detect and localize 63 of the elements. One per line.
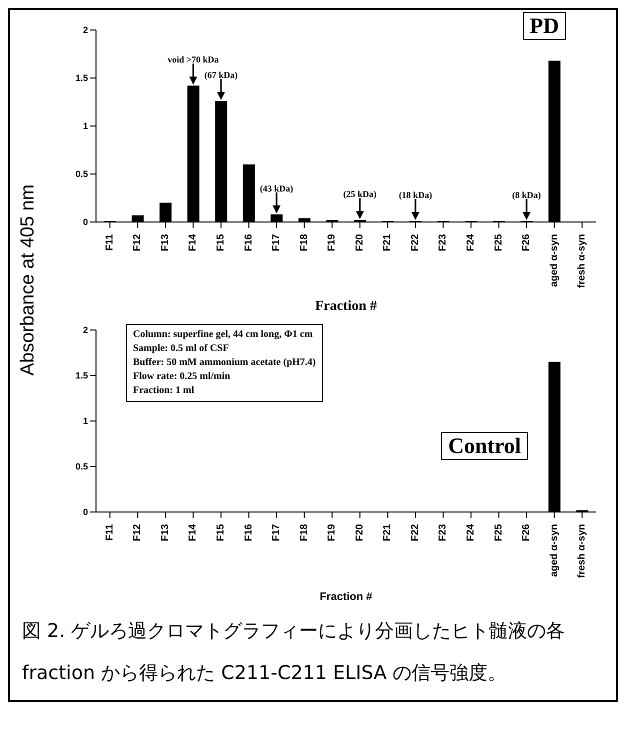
x-tick-label: aged α-syn xyxy=(548,234,560,287)
x-tick-label: F16 xyxy=(243,234,254,252)
y-tick-label: 0 xyxy=(82,507,88,518)
y-tick-label: 1.5 xyxy=(75,370,88,381)
x-tick-label: F11 xyxy=(104,524,116,541)
x-tick-label: F13 xyxy=(160,524,171,542)
x-tick-label: F18 xyxy=(298,234,310,252)
annotation: (8 kDa) xyxy=(512,190,541,200)
x-tick-label: F15 xyxy=(216,524,226,542)
x-tick-label: F17 xyxy=(271,234,282,252)
annotation: (43 kDa) xyxy=(260,183,294,194)
y-tick-label: 1 xyxy=(82,416,88,426)
x-tick-label: F14 xyxy=(188,524,199,542)
y-tick-label: 1 xyxy=(82,121,88,132)
x-tick-label: F17 xyxy=(271,524,282,542)
x-tick-label: F15 xyxy=(216,234,226,252)
annotation: void >70 kDa xyxy=(168,54,220,65)
x-tick-label: F23 xyxy=(438,524,449,542)
x-tick-label: F26 xyxy=(521,524,532,542)
x-tick-label: F26 xyxy=(521,234,532,252)
annotation: Sample: 0.5 ml of CSF xyxy=(133,342,230,356)
x-tick-label: F18 xyxy=(298,524,310,542)
y-tick-label: 1.5 xyxy=(75,73,88,84)
x-tick-label: F24 xyxy=(466,524,476,542)
y-tick-label: 0.5 xyxy=(75,169,88,180)
annotation: Fraction: 1 ml xyxy=(133,384,196,398)
x-tick-label: F25 xyxy=(493,524,504,542)
caption: 図 2. ゲルろ過クロマトグラフィーにより分画したヒト髄液の各 fraction から得られた C211-C211 ELISA の信号強度。 xyxy=(22,620,566,684)
x-axis-title: Fraction # xyxy=(315,299,377,314)
x-tick-label: F21 xyxy=(382,234,394,252)
annotation: (18 kDa) xyxy=(398,190,432,200)
y-tick-label: 0.5 xyxy=(75,462,88,472)
x-tick-label: F20 xyxy=(354,234,366,252)
y-tick-label: 2 xyxy=(82,25,88,36)
annotation: (67 kDa) xyxy=(204,70,238,80)
x-tick-label: F20 xyxy=(354,524,366,542)
x-tick-label: F16 xyxy=(243,524,254,542)
x-axis-title: Fraction # xyxy=(320,591,372,603)
x-tick-label: F25 xyxy=(493,234,504,252)
y-tick-label: 0 xyxy=(82,217,88,228)
x-tick-label: F13 xyxy=(160,234,171,252)
chart-title: PD xyxy=(522,12,566,40)
annotation: Column: superfine gel, 44 cm long, Φ1 cm xyxy=(133,328,314,342)
text: Control xyxy=(441,432,528,460)
y-axis-title: Absorbance at 405 nm xyxy=(18,184,40,376)
x-tick-label: F12 xyxy=(132,234,144,252)
x-tick-label: F19 xyxy=(326,524,338,542)
annotation: Flow rate: 0.25 ml/min xyxy=(133,370,232,384)
x-tick-label: F22 xyxy=(410,234,421,252)
x-tick-label: fresh α-syn xyxy=(576,524,588,578)
annotation: (25 kDa) xyxy=(343,189,377,200)
x-tick-label: F19 xyxy=(326,234,338,252)
y-tick-label: 2 xyxy=(82,325,88,336)
x-tick-label: F11 xyxy=(104,234,116,251)
x-tick-label: F12 xyxy=(132,524,144,542)
annotation: Buffer: 50 mM ammonium acetate (pH7.4) xyxy=(133,356,316,370)
x-tick-label: F14 xyxy=(188,234,199,252)
x-tick-label: aged α-syn xyxy=(548,524,560,577)
x-tick-label: F21 xyxy=(382,524,394,542)
x-tick-label: fresh α-syn xyxy=(576,234,588,288)
x-tick-label: F24 xyxy=(466,234,476,252)
x-tick-label: F23 xyxy=(438,234,449,252)
x-tick-label: F22 xyxy=(410,524,421,542)
